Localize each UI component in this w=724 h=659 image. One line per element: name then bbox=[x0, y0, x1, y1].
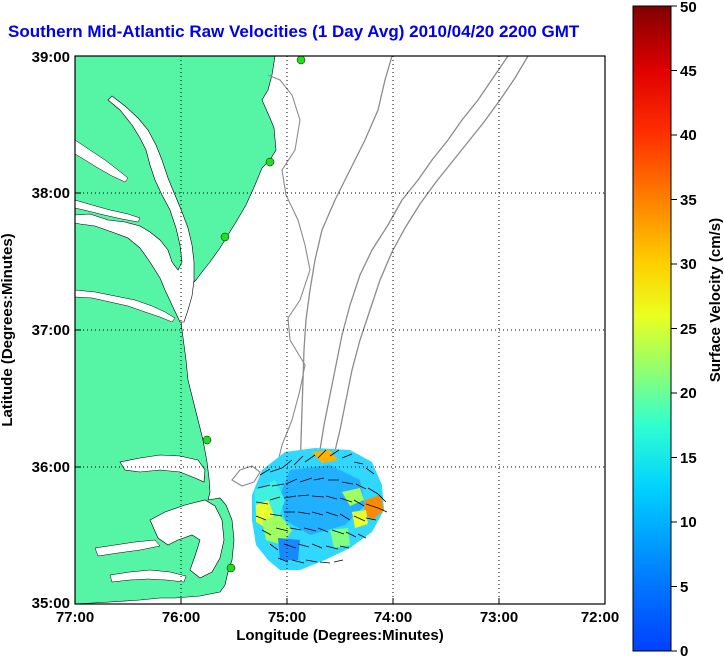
station-marker bbox=[220, 232, 230, 242]
colorbar-tick: 10 bbox=[680, 514, 697, 531]
pamlico-sound bbox=[149, 499, 225, 579]
colorbar-tick: 25 bbox=[680, 321, 697, 338]
station-marker bbox=[226, 563, 236, 573]
colorbar-tick: 20 bbox=[680, 385, 697, 402]
lat-tick: 35:00 bbox=[32, 595, 70, 612]
lon-tick: 77:00 bbox=[56, 609, 94, 626]
rappahannock-river bbox=[75, 199, 141, 223]
radar-stations bbox=[202, 56, 306, 573]
colorbar-scale bbox=[632, 5, 672, 652]
depth-contour-mid bbox=[317, 56, 509, 471]
lon-tick-labels: 77:00 76:00 75:00 74:00 73:00 72:00 bbox=[56, 609, 619, 626]
lat-tick: 36:00 bbox=[32, 459, 70, 476]
depth-contour-blip bbox=[231, 465, 261, 487]
depth-contour-outer bbox=[327, 56, 529, 481]
station-marker bbox=[202, 435, 212, 445]
lon-tick: 73:00 bbox=[480, 609, 518, 626]
lat-tick: 39:00 bbox=[32, 49, 70, 66]
map-title: Southern Mid-Atlantic Raw Velocities (1 … bbox=[8, 22, 580, 41]
potomac-river bbox=[75, 139, 129, 183]
lon-tick: 75:00 bbox=[268, 609, 306, 626]
colorbar-tick: 30 bbox=[680, 256, 697, 273]
colorbar-tick: 15 bbox=[680, 450, 697, 467]
lat-tick: 38:00 bbox=[32, 185, 70, 202]
colorbar: 50 45 40 35 30 25 20 15 10 5 0 Surface V… bbox=[632, 0, 724, 659]
lon-tick: 74:00 bbox=[374, 609, 412, 626]
colorbar-tick: 40 bbox=[680, 127, 697, 144]
axis-ticks bbox=[75, 192, 500, 604]
x-axis-label: Longitude (Degrees:Minutes) bbox=[236, 627, 444, 644]
chesapeake-bay bbox=[75, 95, 195, 323]
colorbar-tick: 5 bbox=[680, 579, 688, 596]
lat-tick-labels: 39:00 38:00 37:00 36:00 35:00 bbox=[32, 49, 70, 612]
albemarle-sound bbox=[119, 454, 206, 483]
lon-tick: 72:00 bbox=[581, 609, 619, 626]
james-river bbox=[75, 289, 176, 323]
depth-contour-shelf bbox=[267, 74, 311, 471]
velocity-field bbox=[252, 448, 388, 570]
colorbar-tick: 35 bbox=[680, 192, 697, 209]
colorbar-tick: 50 bbox=[680, 0, 697, 16]
colorbar-tick: 45 bbox=[680, 63, 697, 80]
station-marker bbox=[265, 157, 275, 167]
colorbar-label: Surface Velocity (cm/s) bbox=[707, 218, 724, 382]
pamlico-river bbox=[94, 539, 161, 557]
colorbar-tick: 0 bbox=[680, 643, 688, 659]
neuse-river bbox=[109, 569, 187, 583]
lon-tick: 76:00 bbox=[162, 609, 200, 626]
station-marker bbox=[296, 56, 306, 65]
lat-tick: 37:00 bbox=[32, 322, 70, 339]
y-axis-label: Latitude (Degrees:Minutes) bbox=[0, 233, 16, 426]
grid-lines bbox=[75, 56, 605, 604]
